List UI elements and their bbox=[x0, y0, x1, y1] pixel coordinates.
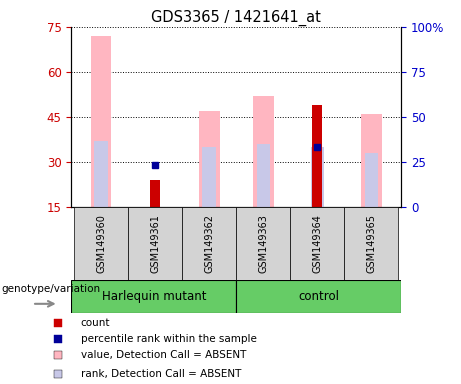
Bar bbox=[236, 280, 401, 313]
Bar bbox=[202, 147, 216, 207]
Bar bbox=[344, 207, 398, 280]
Bar bbox=[253, 96, 273, 207]
Bar bbox=[313, 105, 322, 207]
Bar bbox=[199, 111, 219, 207]
Text: GSM149364: GSM149364 bbox=[312, 214, 322, 273]
Title: GDS3365 / 1421641_at: GDS3365 / 1421641_at bbox=[151, 9, 321, 25]
Bar bbox=[95, 141, 108, 207]
Text: count: count bbox=[81, 318, 110, 328]
Text: Harlequin mutant: Harlequin mutant bbox=[101, 290, 206, 303]
Bar bbox=[182, 207, 236, 280]
Bar bbox=[365, 153, 378, 207]
Bar bbox=[71, 280, 236, 313]
Bar bbox=[150, 180, 160, 207]
Text: GSM149365: GSM149365 bbox=[366, 214, 376, 273]
Bar bbox=[128, 207, 182, 280]
Bar bbox=[236, 207, 290, 280]
Text: control: control bbox=[298, 290, 339, 303]
Bar bbox=[311, 147, 324, 207]
Bar bbox=[290, 207, 344, 280]
Bar bbox=[361, 114, 382, 207]
Text: rank, Detection Call = ABSENT: rank, Detection Call = ABSENT bbox=[81, 369, 241, 379]
Text: value, Detection Call = ABSENT: value, Detection Call = ABSENT bbox=[81, 350, 246, 360]
Bar bbox=[74, 207, 128, 280]
Bar bbox=[91, 36, 112, 207]
Text: GSM149362: GSM149362 bbox=[204, 214, 214, 273]
Text: GSM149361: GSM149361 bbox=[150, 214, 160, 273]
Text: percentile rank within the sample: percentile rank within the sample bbox=[81, 334, 256, 344]
Bar bbox=[256, 144, 270, 207]
Text: GSM149363: GSM149363 bbox=[258, 214, 268, 273]
Text: GSM149360: GSM149360 bbox=[96, 214, 106, 273]
Text: genotype/variation: genotype/variation bbox=[1, 285, 100, 295]
